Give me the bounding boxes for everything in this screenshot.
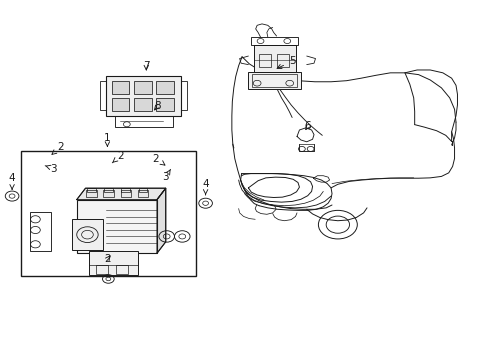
Polygon shape: [77, 188, 165, 200]
Bar: [137, 190, 148, 197]
Text: 3: 3: [45, 163, 57, 174]
Text: 8: 8: [154, 101, 161, 111]
Bar: [138, 188, 147, 192]
Text: 5: 5: [277, 57, 295, 68]
Bar: [103, 190, 114, 197]
Bar: [112, 98, 129, 111]
Bar: [121, 188, 130, 192]
Bar: [106, 76, 181, 116]
Bar: [134, 81, 151, 94]
Bar: [115, 116, 172, 127]
Bar: [134, 98, 151, 111]
Bar: [254, 45, 295, 72]
Bar: [87, 188, 96, 192]
Bar: [89, 251, 137, 275]
Text: 6: 6: [304, 121, 310, 131]
Bar: [77, 200, 157, 253]
Bar: [156, 98, 174, 111]
Bar: [252, 74, 296, 87]
Bar: [259, 54, 271, 67]
Bar: [250, 37, 298, 45]
Text: 3: 3: [162, 169, 170, 182]
Text: 1: 1: [104, 133, 110, 146]
Bar: [104, 188, 113, 192]
Text: 2: 2: [52, 142, 64, 154]
Bar: [116, 265, 127, 274]
Bar: [112, 81, 129, 94]
Bar: [100, 81, 106, 111]
Bar: [21, 152, 196, 276]
Bar: [120, 190, 131, 197]
Bar: [181, 81, 187, 111]
Text: 2: 2: [112, 151, 123, 163]
Bar: [72, 219, 103, 249]
Bar: [30, 212, 51, 251]
Bar: [96, 265, 108, 274]
Bar: [276, 54, 288, 67]
Bar: [248, 72, 300, 89]
Text: 4: 4: [202, 179, 208, 195]
Text: 2: 2: [152, 154, 164, 165]
Text: 7: 7: [142, 62, 149, 71]
Text: 2: 2: [104, 254, 110, 264]
Bar: [86, 190, 97, 197]
Text: 4: 4: [9, 173, 15, 189]
Bar: [156, 81, 174, 94]
Polygon shape: [157, 188, 165, 253]
